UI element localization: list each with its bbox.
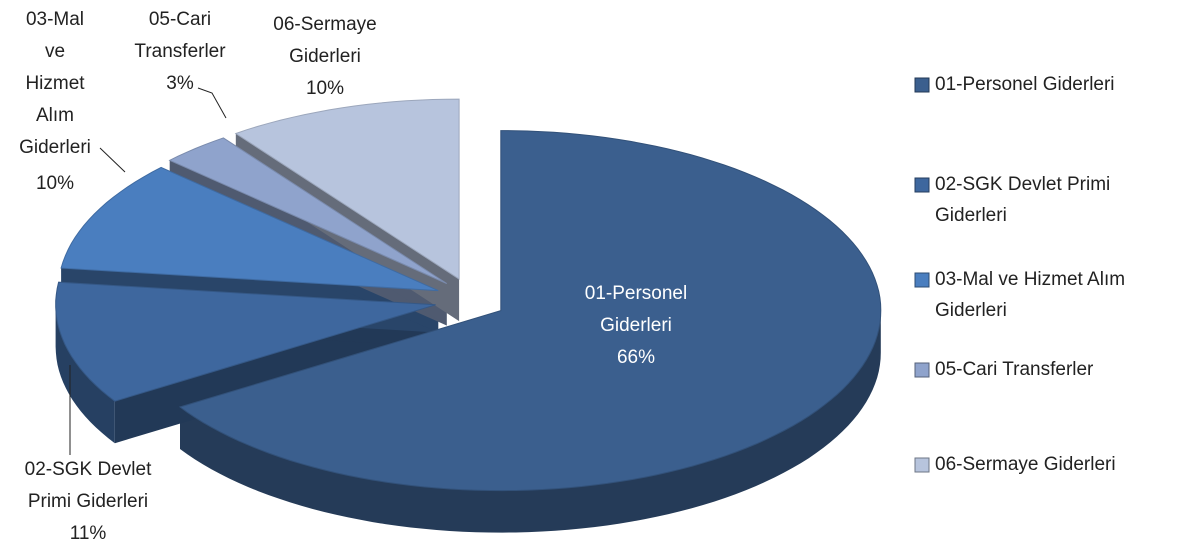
label-line: Giderleri (19, 137, 91, 158)
label-line: Giderleri (600, 315, 672, 336)
data-label-value: 11% (70, 523, 107, 544)
label-line: Alım (36, 105, 74, 126)
label-line: 03-Mal ve Hizmet Alım (935, 269, 1125, 290)
label-line: 02-SGK Devlet (25, 459, 152, 480)
label-line: 03-Mal (26, 9, 84, 30)
slice (168, 137, 447, 284)
data-label-value: 10% (306, 78, 344, 99)
leader-line (197, 87, 227, 119)
legend-label: 03-Mal ve Hizmet Alım Giderleri (935, 269, 1125, 321)
label-line: 06-Sermaye (273, 14, 377, 35)
legend-swatch (914, 362, 930, 378)
legend-swatch (914, 177, 930, 193)
label-line: 05-Cari Transferler (935, 359, 1094, 380)
label-line: 01-Personel (585, 283, 687, 304)
label-line: 06-Sermaye Giderleri (935, 454, 1116, 475)
slice (60, 166, 439, 292)
data-label-value: 10% (36, 173, 74, 194)
label-line: 05-Cari (149, 9, 211, 30)
data-label: 03-Mal ve Hizmet Alım Giderleri (19, 9, 91, 158)
data-label: 01-Personel Giderleri (585, 283, 687, 336)
data-label: 02-SGK Devlet Primi Giderleri (25, 459, 152, 512)
legend-swatch (914, 457, 930, 473)
data-label: 06-Sermaye Giderleri (273, 14, 377, 67)
label-line: 02-SGK Devlet Primi (935, 174, 1110, 195)
label-line: 01-Personel Giderleri (935, 74, 1115, 95)
label-line: Hizmet (25, 73, 85, 94)
label-line: Giderleri (289, 46, 361, 67)
label-line: Primi Giderleri (28, 491, 148, 512)
data-label-value: 66% (617, 347, 655, 368)
legend-swatch (914, 77, 930, 93)
legend-label: 05-Cari Transferler (935, 359, 1094, 380)
data-label-value: 3% (166, 73, 194, 94)
label-line: Giderleri (935, 300, 1007, 321)
label-line: Transferler (134, 41, 226, 62)
legend-swatch (914, 272, 930, 288)
slice-side (55, 304, 115, 444)
legend-label: 06-Sermaye Giderleri (935, 454, 1116, 475)
label-line: ve (45, 41, 65, 62)
slice (234, 98, 460, 281)
label-line: Giderleri (935, 205, 1007, 226)
slice (55, 281, 436, 402)
legend-label: 02-SGK Devlet Primi Giderleri (935, 174, 1110, 226)
legend-label: 01-Personel Giderleri (935, 74, 1115, 95)
leader-line (99, 147, 126, 173)
data-label: 05-Cari Transferler (134, 9, 226, 62)
slice (178, 130, 882, 492)
